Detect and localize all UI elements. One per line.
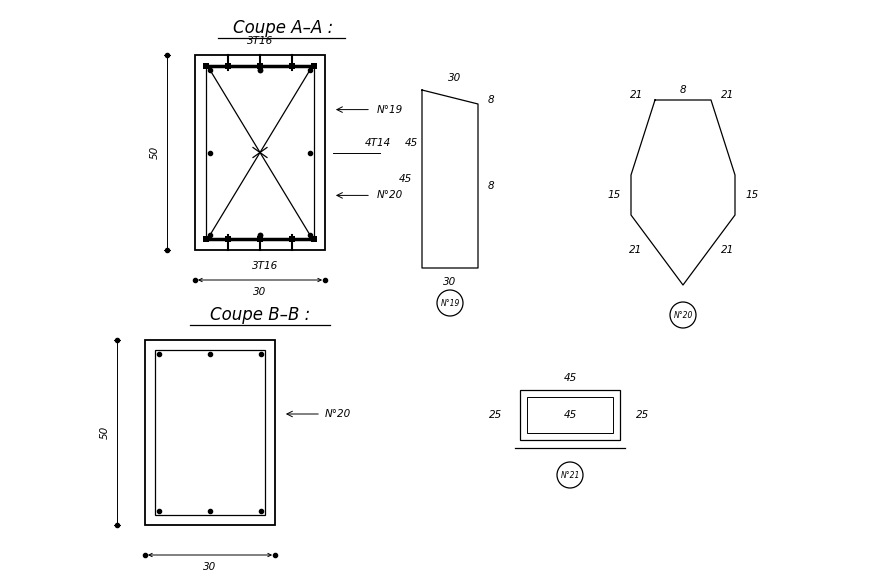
- Text: N°19: N°19: [377, 105, 404, 114]
- Text: 50: 50: [150, 146, 160, 159]
- Text: 45: 45: [563, 410, 577, 420]
- Text: 25: 25: [488, 410, 502, 420]
- Bar: [155, 350, 265, 515]
- Bar: [206, 66, 314, 239]
- Text: 3T16: 3T16: [246, 36, 273, 46]
- Bar: [289, 63, 296, 69]
- Text: 21: 21: [721, 90, 734, 100]
- Bar: [311, 236, 317, 242]
- Text: 45: 45: [405, 138, 418, 148]
- Text: 45: 45: [399, 174, 412, 184]
- Text: 30: 30: [204, 562, 217, 572]
- Bar: [527, 397, 613, 433]
- Text: 3T16: 3T16: [252, 261, 278, 271]
- Text: 4T14: 4T14: [365, 138, 391, 148]
- Text: 21: 21: [630, 90, 643, 100]
- Bar: [203, 236, 209, 242]
- Bar: [225, 63, 230, 69]
- Bar: [257, 236, 263, 242]
- Text: 8: 8: [488, 95, 495, 105]
- Text: N°19: N°19: [440, 299, 460, 307]
- Text: 15: 15: [608, 190, 621, 200]
- Bar: [289, 236, 296, 242]
- Text: 8: 8: [680, 85, 687, 95]
- Text: 30: 30: [444, 277, 456, 287]
- Text: N°21: N°21: [560, 471, 580, 479]
- Text: 15: 15: [745, 190, 758, 200]
- Text: 8: 8: [488, 181, 495, 191]
- Text: 21: 21: [629, 245, 642, 255]
- Text: N°20: N°20: [325, 409, 351, 419]
- Text: N°20: N°20: [673, 310, 693, 320]
- Bar: [145, 340, 275, 525]
- Bar: [203, 63, 209, 69]
- Bar: [311, 63, 317, 69]
- Text: Coupe B–B :: Coupe B–B :: [210, 306, 310, 324]
- Text: 45: 45: [563, 373, 577, 383]
- Text: 30: 30: [254, 287, 267, 297]
- Text: 21: 21: [721, 245, 734, 255]
- Text: N°20: N°20: [377, 191, 404, 200]
- Text: Coupe A–A :: Coupe A–A :: [233, 19, 333, 37]
- Bar: [225, 236, 230, 242]
- Bar: [195, 55, 325, 250]
- Bar: [257, 63, 263, 69]
- Text: 30: 30: [448, 73, 462, 83]
- Text: 25: 25: [636, 410, 649, 420]
- Bar: [520, 390, 620, 440]
- Text: 50: 50: [100, 426, 110, 439]
